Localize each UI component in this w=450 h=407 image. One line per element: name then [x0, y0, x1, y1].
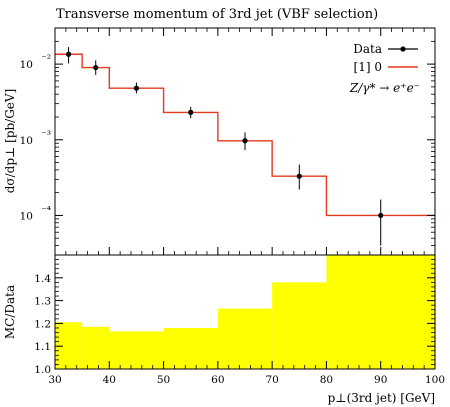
- ratio-y-axis-label: MC/Data: [3, 285, 17, 339]
- main-plot-data: [55, 47, 435, 246]
- main-y-axis-label: dσ/dp⊥ [pb/GeV]: [3, 89, 17, 194]
- data-point: [242, 138, 248, 144]
- ratio-bar: [272, 282, 327, 369]
- chart-title: Transverse momentum of 3rd jet (VBF sele…: [56, 7, 378, 22]
- ratio-bar: [109, 331, 164, 369]
- data-point: [133, 85, 140, 91]
- legend-label-mc: [1] 0: [354, 60, 382, 74]
- data-point: [378, 212, 384, 219]
- x-axis-label: p⊥(3rd jet) [GeV]: [328, 391, 435, 405]
- ratio-panel: 30 40 50 60 70 80 90 100 1.0 1.1 1.2 1.3 1.4 MC/Data…: [3, 254, 445, 405]
- data-point: [188, 109, 194, 115]
- x-tick-label: 90: [374, 374, 387, 386]
- x-tick-label: 80: [320, 374, 333, 386]
- main-y-tick-label: 10: [20, 59, 33, 71]
- ratio-bar: [55, 322, 83, 369]
- main-y-tick-label: 10: [20, 210, 33, 222]
- data-point: [296, 173, 302, 179]
- legend-marker-data: [388, 46, 418, 52]
- ratio-frame: [54, 254, 436, 370]
- ratio-plot-data: [55, 255, 435, 369]
- legend-label-data: Data: [353, 42, 382, 56]
- main-y-tick-label: 10: [20, 135, 33, 147]
- main-y-tick-exponent: ⁻²: [41, 53, 51, 65]
- legend-process-annotation: Z/γ* → e⁺e⁻: [349, 81, 420, 95]
- ratio-bar: [217, 308, 273, 369]
- ratio-bar: [326, 255, 435, 369]
- legend: Data [1] 0 Z/γ* → e⁺e⁻: [349, 42, 420, 95]
- ratio-y-tick-label: 1.1: [34, 341, 51, 353]
- ratio-y-tick-label: 1.4: [34, 273, 51, 285]
- x-tick-label: 50: [157, 374, 170, 386]
- main-y-tick-exponent: ⁻⁴: [41, 204, 51, 216]
- ratio-bar: [82, 326, 110, 369]
- ratio-y-tick-label: 1.3: [34, 296, 51, 308]
- x-tick-label: 100: [425, 374, 445, 386]
- x-tick-label: 70: [265, 374, 278, 386]
- data-point: [93, 64, 99, 71]
- x-tick-label: 30: [48, 374, 61, 386]
- ratio-y-tick-label: 1.2: [34, 318, 51, 330]
- ratio-bar: [163, 327, 218, 369]
- data-point: [65, 51, 72, 57]
- main-y-tick-exponent: ⁻³: [41, 129, 51, 141]
- ratio-y-tick-label: 1.0: [34, 364, 51, 376]
- x-tick-label: 40: [103, 374, 116, 386]
- main-axes: 10 ⁻⁴ 10 ⁻³ 10 ⁻²: [20, 27, 436, 256]
- x-tick-label: 60: [211, 374, 224, 386]
- main-panel: 10 ⁻⁴ 10 ⁻³ 10 ⁻² dσ/dp⊥ [pb/GeV]: [3, 27, 436, 256]
